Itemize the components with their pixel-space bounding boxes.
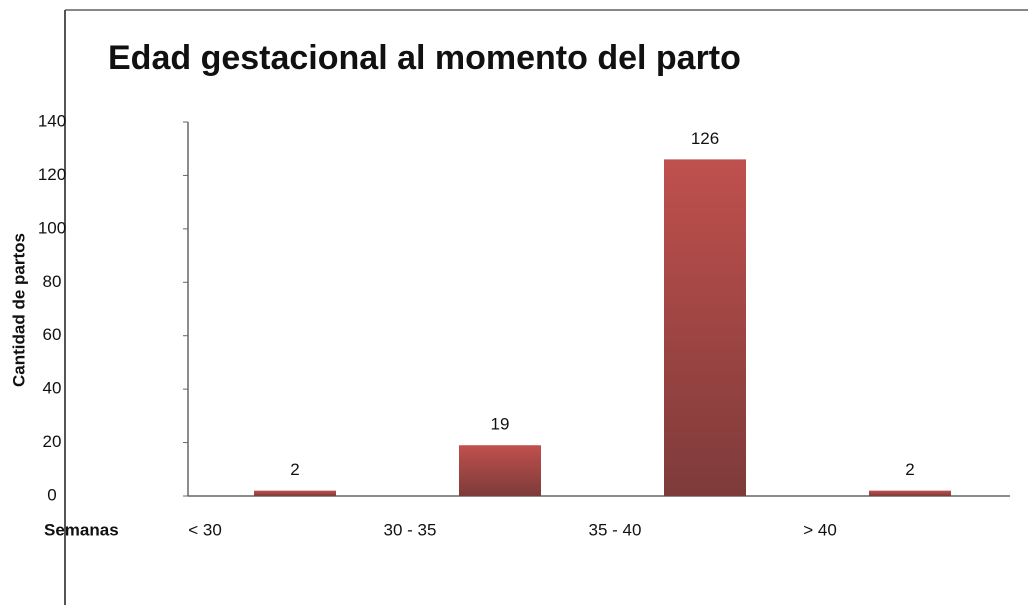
x-tick-label: 35 - 40 xyxy=(589,520,642,539)
y-tick-label: 20 xyxy=(43,432,62,451)
x-tick-label: < 30 xyxy=(188,520,222,539)
x-tick-label: 30 - 35 xyxy=(384,520,437,539)
x-tick-label: > 40 xyxy=(803,520,837,539)
y-tick-label: 60 xyxy=(43,325,62,344)
y-tick-label: 100 xyxy=(38,218,66,237)
y-tick-label: 0 xyxy=(47,485,56,504)
chart-title: Edad gestacional al momento del parto xyxy=(108,39,741,77)
x-axis-label: Semanas xyxy=(44,520,119,539)
y-tick-label: 140 xyxy=(38,111,66,130)
y-tick-label: 40 xyxy=(43,379,62,398)
bar xyxy=(254,490,336,496)
y-axis-label: Cantidad de partos xyxy=(9,233,28,387)
data-label: 19 xyxy=(491,415,510,434)
y-tick-label: 80 xyxy=(43,272,62,291)
data-label: 2 xyxy=(290,460,299,479)
bar xyxy=(869,490,951,496)
bar xyxy=(664,159,746,496)
data-label: 2 xyxy=(905,460,914,479)
data-label: 126 xyxy=(691,129,719,148)
y-tick-label: 120 xyxy=(38,165,66,184)
bar xyxy=(459,445,541,496)
